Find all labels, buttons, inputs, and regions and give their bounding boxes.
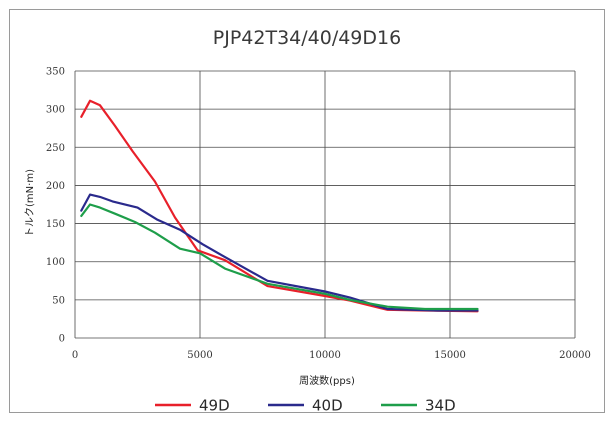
x-tick-label: 10000 bbox=[309, 350, 341, 361]
x-tick-label: 20000 bbox=[559, 350, 591, 361]
y-axis-label: トルク(mN·m) bbox=[24, 169, 36, 237]
grid bbox=[74, 70, 576, 339]
legend-label-49D: 49D bbox=[199, 397, 230, 415]
series-lines bbox=[80, 99, 479, 313]
series-line-34D bbox=[80, 203, 479, 311]
series-line-49D bbox=[80, 99, 479, 313]
legend-label-40D: 40D bbox=[312, 397, 343, 415]
y-tick-label: 100 bbox=[46, 257, 65, 268]
x-tick-label: 0 bbox=[72, 350, 78, 361]
legend: 49D 40D 34D bbox=[155, 397, 456, 415]
legend-label-34D: 34D bbox=[425, 397, 456, 415]
y-tick-label: 350 bbox=[46, 67, 65, 78]
y-tick-label: 200 bbox=[46, 181, 65, 192]
y-tick-label: 0 bbox=[59, 334, 65, 345]
series-line-40D bbox=[80, 193, 479, 312]
tick-labels: 0 50 100 150 200 250 300 350 0 5000 10000 15000 2000… bbox=[46, 67, 591, 362]
y-tick-label: 250 bbox=[46, 143, 65, 154]
x-axis-label: 周波数(pps) bbox=[299, 374, 355, 387]
y-tick-label: 50 bbox=[52, 295, 65, 306]
x-tick-label: 5000 bbox=[187, 350, 212, 361]
y-tick-label: 300 bbox=[46, 105, 65, 116]
chart-title: PJP42T34/40/49D16 bbox=[213, 27, 401, 49]
x-tick-label: 15000 bbox=[434, 350, 466, 361]
y-tick-label: 150 bbox=[46, 219, 65, 230]
